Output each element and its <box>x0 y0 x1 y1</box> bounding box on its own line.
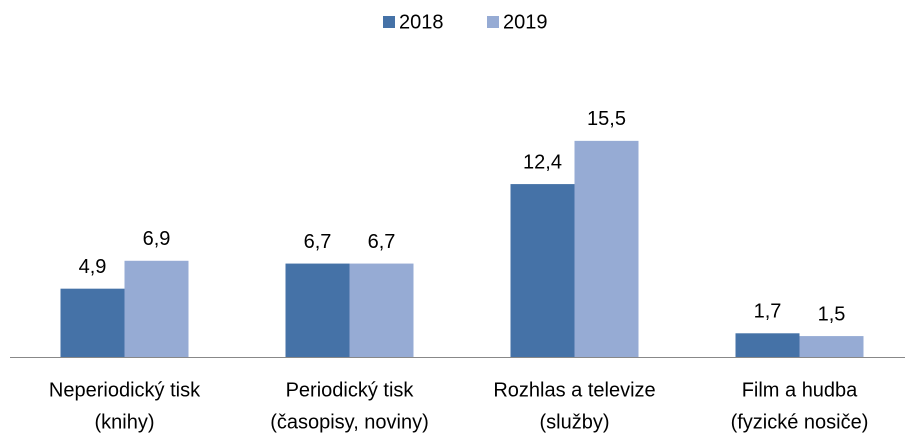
x-tick-label: (služby) <box>539 411 609 433</box>
x-tick-label: (knihy) <box>94 411 154 433</box>
bar <box>574 140 639 357</box>
bar <box>124 260 189 357</box>
data-label: 12,4 <box>523 151 562 173</box>
bar <box>60 288 125 357</box>
x-tick-label: Film a hudba <box>742 379 858 401</box>
data-label: 6,7 <box>304 231 332 253</box>
data-label: 1,5 <box>818 303 846 325</box>
data-label: 15,5 <box>587 108 626 130</box>
bar <box>799 336 864 357</box>
data-label: 6,7 <box>368 231 396 253</box>
x-tick-label: (časopisy, noviny) <box>270 411 429 433</box>
legend-label: 2018 <box>399 11 444 33</box>
bar <box>735 333 800 357</box>
legend-label: 2019 <box>503 11 548 33</box>
bar <box>510 184 575 357</box>
x-tick-label: Rozhlas a televize <box>493 379 655 401</box>
bar <box>285 263 350 357</box>
x-tick-label: (fyzické nosiče) <box>731 411 869 433</box>
legend-swatch <box>487 16 499 28</box>
data-label: 1,7 <box>754 301 782 323</box>
data-label: 4,9 <box>79 256 107 278</box>
x-tick-label: Neperiodický tisk <box>49 379 201 401</box>
data-label: 6,9 <box>143 228 171 250</box>
bar <box>349 263 414 357</box>
x-tick-label: Periodický tisk <box>286 379 415 401</box>
legend-swatch <box>383 16 395 28</box>
